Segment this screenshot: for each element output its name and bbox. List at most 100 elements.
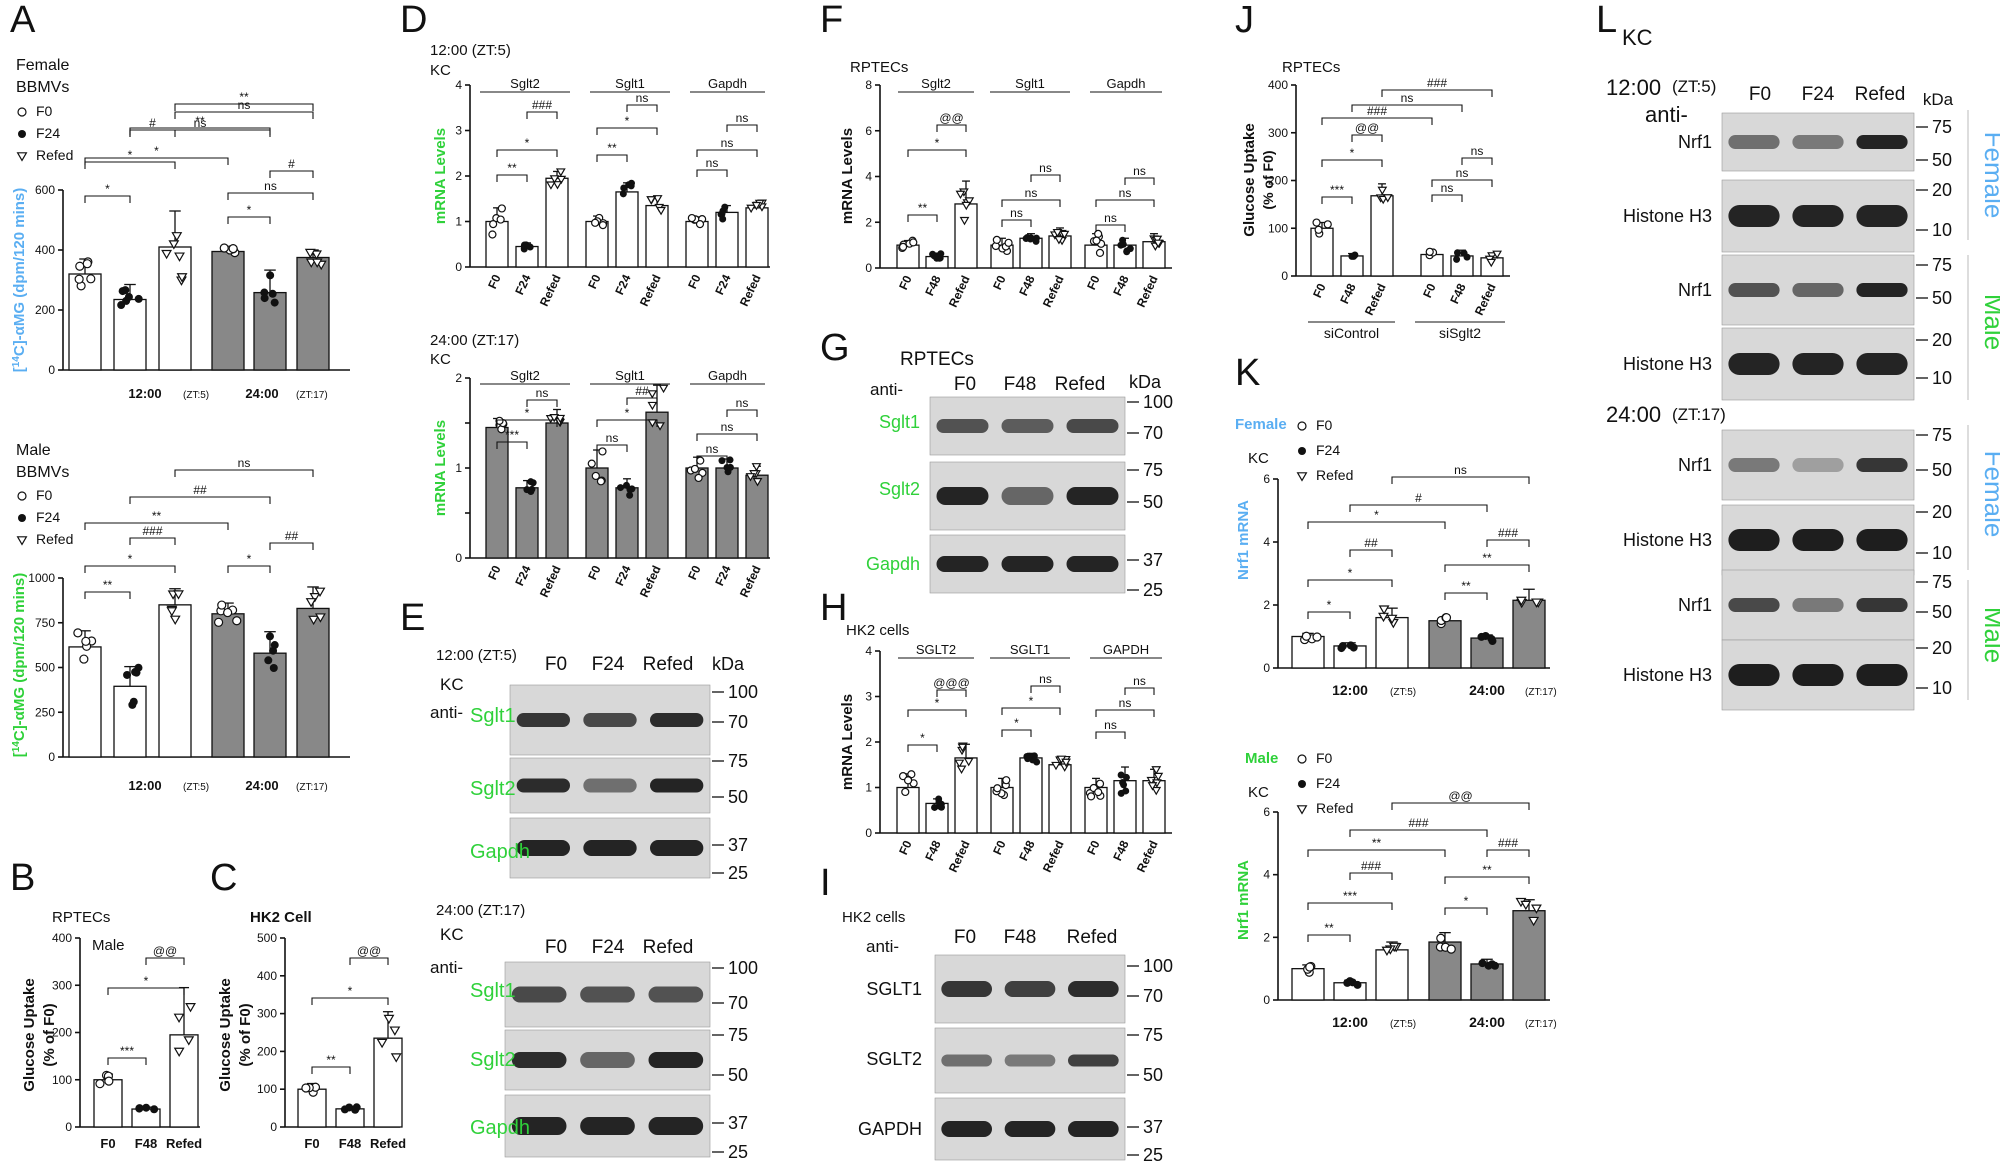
significance-label: ns [238,98,251,112]
data-point-triangle [1378,195,1389,205]
data-point-filled-circle [18,130,26,138]
data-point-filled-circle [937,803,945,811]
significance-bracket [107,987,185,995]
l-strip-7-band [1856,664,1908,686]
a-male-subtitle: BBMVs [16,464,69,481]
panel-letter-h: H [820,587,847,629]
f-title: RPTECs [850,59,908,76]
x-tick-label: F24 [512,272,534,297]
data-point-open-circle [219,243,229,253]
data-point-filled-circle [118,287,127,296]
data-point-triangle [655,422,665,431]
data-point-triangle [652,195,663,204]
significance-label: ns [1119,696,1132,710]
significance-bracket [145,957,185,965]
x-tick-label: F0 [1084,273,1103,292]
data-point-triangle [309,593,321,603]
data-point-triangle [751,463,762,472]
data-point-filled-circle [150,1105,159,1114]
data-point-triangle [383,1014,395,1025]
significance-label: ** [152,509,162,523]
data-point-triangle [389,1026,401,1036]
data-point-triangle [16,536,28,546]
ylabel-superscript: 14 [11,741,22,753]
e-marker-label-b: 25 [728,1142,748,1162]
data-point-filled-circle [124,292,133,301]
x-tick-label: Refed [637,563,664,599]
e-bottom-title: 24:00 (ZT:17) [436,902,525,919]
d-top-group-label: Sglt2 [510,76,540,91]
data-point-open-circle [1425,247,1434,256]
significance-bracket [1095,709,1155,717]
data-point-open-circle [591,218,600,227]
data-point-open-circle [1094,788,1103,797]
significance-bracket [1001,219,1032,227]
bar [1512,910,1546,1001]
data-point-triangle [957,743,968,753]
a-female-legend-2: Refed [36,147,73,163]
y-tick-label: 0 [455,260,462,274]
d-top-group-label: Sglt1 [615,76,645,91]
data-point-filled-circle [1026,235,1034,243]
bar [373,1037,403,1128]
l-anti-label: anti- [1645,102,1688,127]
y-tick-label: 4 [1263,535,1270,549]
data-point-open-circle [1002,776,1011,785]
d-bottom-group-label: Sglt1 [615,368,645,383]
significance-label: * [625,406,630,420]
y-tick-label: 0 [1281,269,1288,283]
data-point-triangle [174,252,185,262]
data-point-open-circle [17,107,27,117]
data-point-triangle [656,206,666,216]
data-point-triangle [1378,605,1390,615]
significance-bracket [1307,849,1446,857]
significance-bracket [129,129,176,137]
data-point-filled-circle [270,641,279,650]
significance-label: * [1348,566,1353,580]
x-tick-label: Refed [537,272,564,308]
blot-panel-g: anti- F0 F48 Refed kDa Sglt1 Sglt2 Gapdh 100 70 75… [866,372,1173,600]
d-bottom-group-label: Sglt2 [510,368,540,383]
significance-label: @@ [939,111,963,125]
significance-bracket [1349,504,1488,512]
bar [645,411,669,559]
data-point-open-circle [228,244,238,254]
data-point-filled-circle [726,456,734,464]
a-female-legend-0: F0 [36,103,53,119]
significance-label: * [128,552,133,566]
i-marker-label: 70 [1143,986,1163,1006]
a-male-legend-0: F0 [36,487,53,503]
data-point-triangle [173,590,184,600]
x-tick-label: F24 [512,563,534,588]
data-point-triangle [185,1002,196,1013]
significance-label: ns [1401,91,1414,105]
e-sglt2-band [516,778,570,793]
e-sglt2-b-band [580,1052,635,1068]
data-point-triangle [1377,186,1388,196]
panel-letter-j: J [1235,0,1254,41]
e-sglt1-b-band [511,986,567,1003]
c-ylabel-2: (% of F0) [237,1003,254,1066]
significance-bracket [269,542,314,550]
k-male-zt-1: (ZT:5) [1390,1019,1416,1030]
significance-label: * [348,984,353,998]
data-point-open-circle [81,636,91,646]
data-point-triangle [171,232,183,242]
g-sglt1-band [1001,419,1054,433]
i-lane-label: Refed [1067,927,1118,948]
e-band-sglt1: Sglt1 [470,705,516,727]
l-strip-7-band [1728,664,1780,686]
x-tick-label: Refed [1134,838,1161,874]
significance-bracket [174,469,314,477]
data-point-filled-circle [117,301,126,310]
data-point-triangle [746,204,757,214]
bar [158,246,192,371]
data-point-filled-circle [1453,255,1461,263]
data-point-filled-circle [1298,780,1306,788]
data-point-open-circle [690,464,700,474]
e-lane-label-2: F0 [545,937,567,958]
data-point-filled-circle [719,215,727,223]
e-sglt1-band [583,713,637,727]
data-point-open-circle [1436,933,1446,943]
